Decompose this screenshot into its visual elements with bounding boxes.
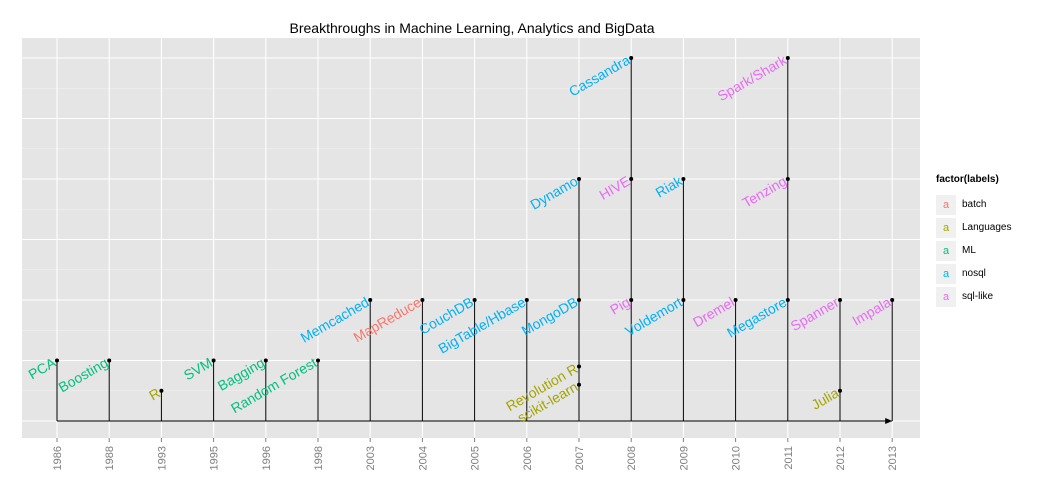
event-point — [577, 298, 581, 302]
x-tick-label: 2003 — [365, 446, 377, 470]
legend-item: a nosql — [936, 262, 1046, 285]
legend-key: a — [936, 286, 956, 307]
event-point — [785, 298, 790, 302]
event-point — [472, 298, 477, 302]
legend-label: sql-like — [962, 291, 994, 302]
x-tick-label: 2011 — [783, 446, 795, 470]
chart-title: Breakthroughs in Machine Learning, Analy… — [289, 20, 655, 36]
event-point — [629, 298, 634, 302]
event-point — [55, 358, 59, 363]
event-point — [316, 358, 320, 363]
event-point — [577, 364, 581, 369]
event-point — [263, 358, 268, 363]
event-point — [107, 358, 112, 363]
x-tick-label: 1996 — [261, 446, 273, 470]
x-tick-label: 2012 — [835, 446, 847, 470]
event-point — [838, 388, 842, 393]
legend-label: Languages — [962, 222, 1012, 233]
legend-key: a — [936, 263, 956, 284]
event-point — [629, 177, 634, 181]
event-point — [368, 298, 373, 302]
event-point — [785, 56, 790, 60]
x-tick-label: 2009 — [678, 446, 690, 470]
timeline-arrowhead — [885, 418, 893, 424]
event-point — [733, 298, 738, 302]
legend-label: ML — [962, 245, 976, 256]
legend-key: a — [936, 194, 956, 215]
legend-title: factor(labels) — [936, 174, 999, 185]
event-point — [890, 298, 895, 302]
legend-key: a — [936, 240, 956, 261]
legend-item: a batch — [936, 193, 1046, 216]
x-tick-label: 2006 — [522, 446, 534, 470]
plot-panel — [22, 38, 920, 438]
x-tick-label: 2013 — [887, 446, 899, 470]
legend-label: batch — [962, 199, 987, 210]
legend-item: a sql-like — [936, 285, 1046, 308]
event-point — [629, 56, 634, 60]
event-point — [785, 177, 790, 181]
event-point — [681, 177, 686, 181]
x-tick-label: 2008 — [626, 446, 638, 470]
event-point — [577, 382, 581, 387]
x-tick-label: 1986 — [52, 446, 64, 470]
x-tick-label: 1995 — [209, 446, 221, 470]
x-tick-label: 2007 — [574, 446, 586, 470]
x-tick-label: 1988 — [104, 446, 116, 470]
event-point — [420, 298, 425, 302]
event-point — [159, 388, 164, 393]
x-tick-label: 1998 — [313, 446, 325, 470]
event-point — [524, 298, 529, 302]
event-point — [681, 298, 686, 302]
legend-item: a ML — [936, 239, 1046, 262]
legend-key: a — [936, 217, 956, 238]
event-point — [838, 298, 842, 302]
event-point — [211, 358, 216, 363]
x-tick-label: 1993 — [156, 446, 168, 470]
event-point — [577, 177, 581, 181]
legend-item: a Languages — [936, 216, 1046, 239]
x-tick-label: 2004 — [417, 446, 429, 470]
legend-label: nosql — [962, 268, 986, 279]
x-tick-label: 2005 — [470, 446, 482, 470]
legend: factor(labels) a batch a Languages a ML a nosql… — [936, 174, 1046, 308]
x-tick-label: 2010 — [731, 446, 743, 470]
